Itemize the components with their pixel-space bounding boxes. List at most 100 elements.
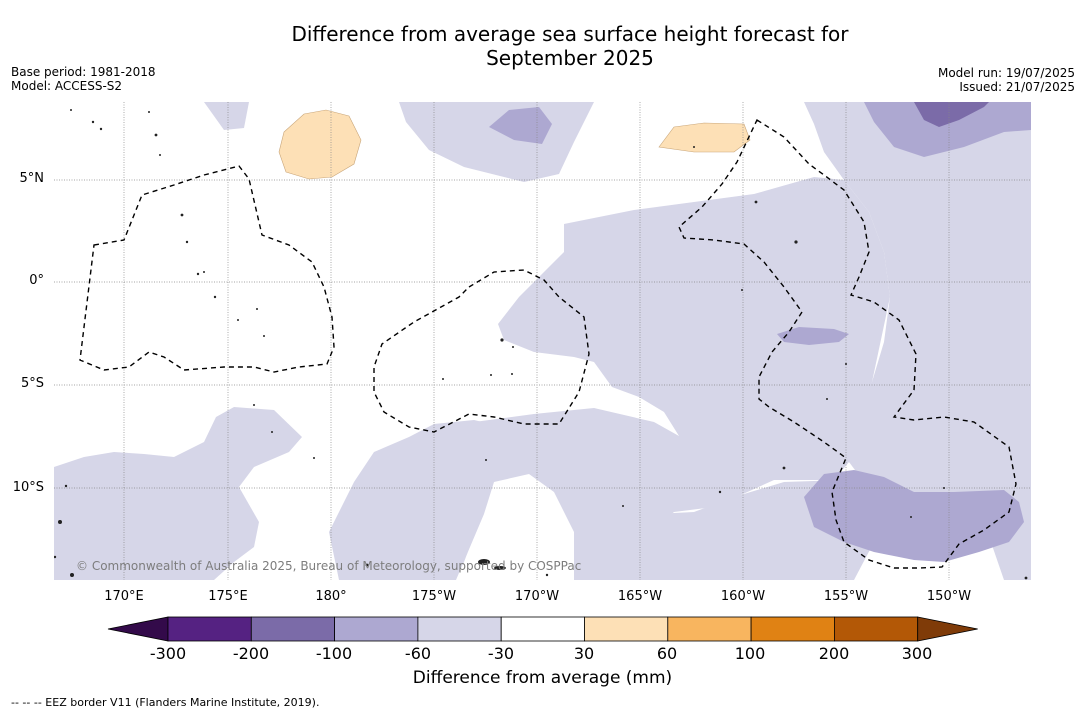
colorbar-tick: -30: [487, 644, 515, 663]
island: [237, 319, 239, 321]
island: [943, 487, 945, 489]
island: [442, 378, 444, 380]
base-period: Base period: 1981-2018: [11, 65, 156, 79]
eez-border-line-islands: [678, 118, 1017, 569]
lon-label: 180°: [315, 589, 347, 604]
anomaly-region-southwest: [54, 407, 302, 580]
colorbar-swatch: [417, 616, 502, 642]
lon-label: 170°E: [104, 589, 144, 604]
island: [313, 457, 315, 459]
island: [845, 363, 847, 365]
island: [58, 520, 62, 524]
island: [545, 573, 549, 577]
colorbar-swatch: [250, 616, 336, 642]
anomaly-layer-positive: [278, 109, 751, 180]
island: [500, 338, 504, 342]
anomaly-region-east: [804, 102, 1031, 580]
anomaly-layer-light: [54, 102, 1031, 580]
lat-label: 5°N: [19, 171, 45, 186]
lon-label: 150°W: [926, 589, 972, 604]
island: [263, 335, 265, 337]
island: [622, 505, 624, 507]
island: [490, 374, 492, 376]
map-panel: © Commonwealth of Australia 2025, Bureau…: [54, 102, 1031, 580]
colorbar-tick: 100: [734, 644, 766, 663]
island: [185, 240, 189, 244]
anomaly-region-south: [329, 420, 554, 580]
colorbar-tick: 300: [901, 644, 933, 663]
island: [718, 490, 722, 494]
eez-footnote: -- -- -- EEZ border V11 (Flanders Marine…: [11, 696, 320, 709]
colorbar-tick: 60: [656, 644, 678, 663]
colorbar-swatch: [334, 616, 419, 642]
island: [196, 272, 200, 276]
lon-label: 155°W: [823, 589, 869, 604]
island: [1024, 576, 1028, 580]
island: [271, 431, 273, 433]
lon-label: 160°W: [720, 589, 766, 604]
colorbar-extend-high: [917, 616, 978, 642]
island: [64, 484, 68, 488]
island: [910, 516, 912, 518]
eez-borders: [79, 118, 1017, 569]
lat-label: 10°S: [12, 480, 44, 495]
island: [54, 555, 57, 559]
issued-date: Issued: 21/07/2025: [959, 80, 1075, 94]
lon-label: 175°E: [208, 589, 248, 604]
sea-surface-height-map: [54, 102, 1031, 580]
colorbar-tick: -300: [149, 644, 187, 663]
lon-label: 165°W: [617, 589, 663, 604]
lat-label: 0°: [29, 273, 44, 288]
lon-label: 175°W: [411, 589, 457, 604]
base-period-info: Base period: 1981-2018 Model: ACCESS-S2: [11, 65, 156, 93]
island: [511, 373, 513, 375]
anomaly-region-purple-northeast: [864, 102, 1031, 157]
anomaly-region-positive-northeast: [658, 122, 751, 153]
anomaly-layer-medium: [489, 102, 1031, 562]
island: [754, 200, 758, 204]
islands: [54, 109, 1028, 580]
model-name: Model: ACCESS-S2: [11, 79, 123, 93]
colorbar-swatch: [584, 616, 669, 642]
island: [485, 459, 487, 461]
island: [180, 213, 184, 217]
island: [494, 566, 506, 570]
island: [70, 573, 74, 577]
colorbar-swatch: [834, 616, 919, 642]
island: [365, 563, 369, 567]
anomaly-region-positive-north: [278, 109, 362, 180]
lon-label: 170°W: [514, 589, 560, 604]
island: [213, 295, 217, 299]
anomaly-region-purple-north: [489, 107, 552, 144]
model-run-date: Model run: 19/07/2025: [937, 66, 1075, 80]
island: [693, 146, 695, 148]
colorbar-tick: -60: [404, 644, 432, 663]
copyright-notice: © Commonwealth of Australia 2025, Bureau…: [76, 559, 582, 573]
colorbar-tick: -100: [315, 644, 353, 663]
island: [782, 466, 786, 470]
anomaly-region-north: [399, 102, 594, 182]
colorbar-swatch: [500, 616, 585, 642]
island: [159, 154, 161, 156]
island: [70, 109, 72, 111]
colorbar-tick: -200: [232, 644, 270, 663]
colorbar-tick: 30: [573, 644, 595, 663]
map-title-line1: Difference from average sea surface heig…: [291, 22, 849, 46]
map-title-line2: September 2025: [486, 46, 654, 70]
island: [99, 127, 103, 131]
island: [91, 120, 95, 124]
graticule: [54, 102, 1031, 580]
anomaly-region-purple-southeast: [804, 470, 1024, 562]
island: [203, 271, 205, 273]
island: [741, 289, 743, 291]
eez-border-phoenix: [373, 269, 590, 433]
colorbar-swatch: [167, 616, 252, 642]
colorbar-label: Difference from average (mm): [412, 668, 673, 688]
island: [154, 133, 158, 137]
island: [826, 398, 828, 400]
anomaly-region-dark-purple: [914, 102, 989, 127]
island: [512, 346, 514, 348]
eez-border-tuvalu-kiribati: [79, 165, 335, 373]
anomaly-region-north: [204, 102, 249, 130]
lat-label: 5°S: [20, 376, 44, 391]
